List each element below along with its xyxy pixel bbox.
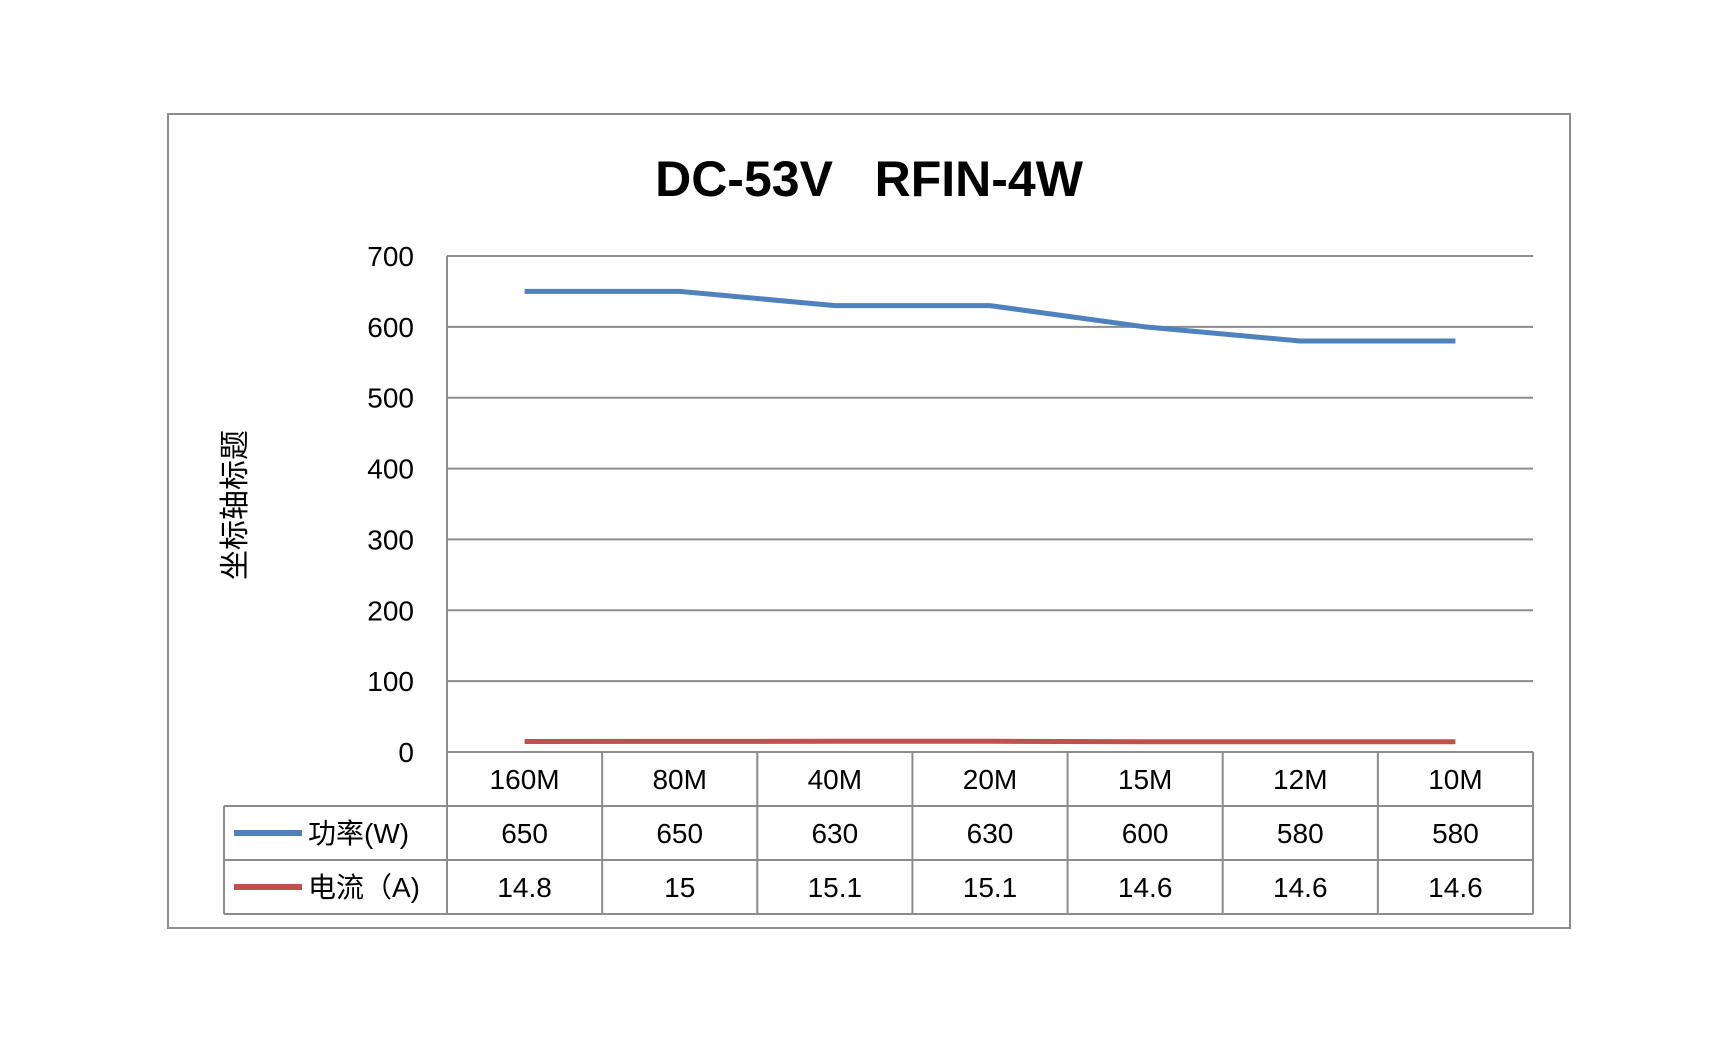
y-tick-label: 700: [367, 241, 414, 272]
data-table: 160M 80M 40M 20M 15M 12M 10M 功率(W) 650 650 630 630 6…: [223, 751, 1534, 915]
data-label: 580: [1277, 818, 1324, 849]
y-tick-label: 500: [367, 383, 414, 414]
data-label: 15.1: [963, 872, 1018, 903]
data-label: 14.8: [497, 872, 552, 903]
series-line-0: [524, 288, 1456, 344]
chart-frame: [167, 113, 1571, 929]
y-axis-title: 坐标轴标题: [218, 430, 253, 580]
gridlines: [446, 255, 1533, 752]
data-label: 630: [967, 818, 1014, 849]
data-label: 14.6: [1118, 872, 1173, 903]
x-tick-label: 12M: [1273, 764, 1327, 795]
data-label: 650: [501, 818, 548, 849]
x-tick-label: 160M: [490, 764, 560, 795]
y-axis-ticks: 0 100 200 300 400 500 600 700: [367, 241, 414, 768]
data-label: 580: [1432, 818, 1479, 849]
y-tick-label: 200: [367, 595, 414, 626]
data-label: 15: [664, 872, 695, 903]
y-tick-label: 400: [367, 454, 414, 485]
x-tick-label: 10M: [1428, 764, 1482, 795]
y-tick-label: 100: [367, 666, 414, 697]
data-label: 14.6: [1273, 872, 1328, 903]
data-label: 15.1: [808, 872, 863, 903]
x-tick-label: 20M: [963, 764, 1017, 795]
data-label: 14.6: [1428, 872, 1483, 903]
data-label: 630: [811, 818, 858, 849]
data-label: 650: [656, 818, 703, 849]
legend-label: 电流（A): [308, 872, 420, 903]
x-tick-label: 15M: [1118, 764, 1172, 795]
y-tick-label: 600: [367, 312, 414, 343]
series-lines: [524, 288, 1456, 745]
x-tick-label: 80M: [652, 764, 706, 795]
x-tick-label: 40M: [808, 764, 862, 795]
legend-label: 功率(W): [308, 818, 409, 849]
chart-title: DC-53V RFIN-4W: [655, 151, 1084, 207]
y-tick-label: 300: [367, 524, 414, 555]
data-label: 600: [1122, 818, 1169, 849]
y-tick-label: 0: [398, 737, 414, 768]
